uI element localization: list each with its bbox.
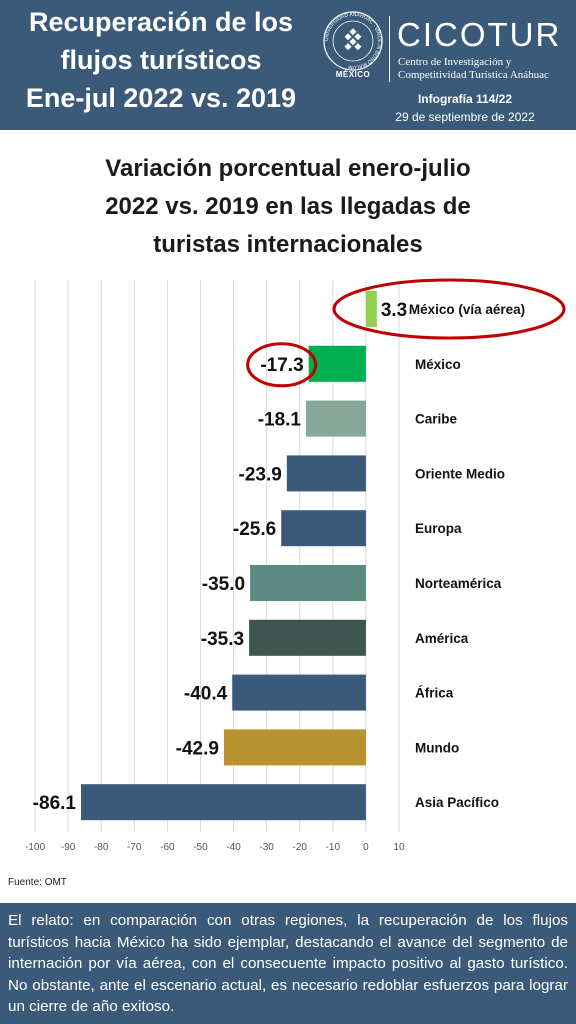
footer-banner: El relato: en comparación con otras regi…: [0, 903, 576, 1024]
category-label: Norteamérica: [415, 576, 502, 591]
bar: [365, 291, 377, 327]
category-label: Oriente Medio: [415, 466, 505, 481]
value-label: -25.6: [233, 519, 276, 540]
bar: [249, 619, 366, 656]
bar: [286, 455, 366, 492]
category-label: México (vía aérea): [409, 302, 525, 317]
seal-label: MÉXICO: [335, 70, 371, 79]
brand-name: CICOTUR: [397, 16, 562, 53]
x-tick-label: -20: [293, 842, 308, 853]
x-tick-label: 0: [363, 842, 369, 853]
value-label: -18.1: [258, 410, 302, 431]
title-line: Recuperación de los: [28, 7, 294, 37]
value-label: -40.4: [184, 684, 228, 705]
bar: [80, 784, 366, 821]
x-tick-label: 10: [393, 842, 405, 853]
category-label: Europa: [415, 521, 462, 536]
university-seal-icon: UNIVERSIDAD ANÁHUAC · VINCE IN BONO MALU…: [323, 11, 383, 71]
bar: [250, 565, 366, 601]
category-label: Caribe: [415, 412, 458, 427]
infographic-number: Infografía 114/22: [417, 92, 513, 106]
title-line: flujos turísticos: [60, 45, 262, 75]
bar: [223, 729, 366, 766]
infographic-title: Recuperación de los flujos turísticos En…: [6, 3, 316, 117]
title-line: Ene-jul 2022 vs. 2019: [25, 83, 297, 113]
x-tick-label: -60: [160, 842, 175, 853]
x-tick-label: -10: [326, 842, 341, 853]
bar-chart: 3.3 México (vía aérea) -17.3 México -18.1 Car…: [25, 278, 566, 853]
narrative-text: El relato: en comparación con otras regi…: [8, 912, 568, 1015]
brand-subtitle-line: Centro de Investigación y: [398, 56, 512, 68]
chart-title: Variación porcentual enero-julio 2022 vs…: [30, 150, 546, 264]
x-tick-label: -90: [61, 842, 76, 853]
x-tick-label: -50: [193, 842, 208, 853]
value-label: -86.1: [33, 793, 77, 814]
value-label: -17.3: [260, 355, 303, 376]
x-tick-label: -100: [25, 842, 45, 853]
value-label: 3.3: [381, 300, 407, 321]
bar: [232, 674, 366, 711]
x-tick-label: -30: [259, 842, 274, 853]
bar: [306, 400, 366, 437]
category-label: América: [415, 631, 469, 646]
value-label: -42.9: [176, 738, 219, 759]
category-label: Mundo: [415, 740, 459, 755]
header-divider: [389, 16, 390, 82]
category-label: México: [415, 357, 461, 372]
brand-subtitle-line: Competitividad Turística Anáhuac: [398, 69, 549, 81]
publication-date: 29 de septiembre de 2022: [395, 110, 535, 124]
x-tick-label: -80: [94, 842, 109, 853]
highlight-circle: [246, 342, 318, 388]
value-label: -35.3: [201, 629, 244, 650]
x-tick-label: -70: [127, 842, 142, 853]
bar: [308, 345, 366, 382]
header-banner: Recuperación de los flujos turísticos En…: [0, 0, 576, 130]
source-note: Fuente: OMT: [8, 877, 67, 888]
value-label: -35.0: [202, 574, 245, 595]
value-label: -23.9: [239, 464, 282, 485]
category-label: África: [415, 686, 454, 701]
chart-title-line: turistas internacionales: [153, 231, 423, 258]
x-tick-label: -40: [226, 842, 241, 853]
category-label: Asia Pacífico: [415, 795, 499, 810]
chart-title-line: 2022 vs. 2019 en las llegadas de: [105, 193, 471, 220]
highlight-circle: [332, 278, 566, 340]
bar: [281, 510, 366, 547]
brand-subtitle: Centro de Investigación y Competitividad…: [398, 56, 549, 82]
chart-title-line: Variación porcentual enero-julio: [105, 155, 471, 182]
